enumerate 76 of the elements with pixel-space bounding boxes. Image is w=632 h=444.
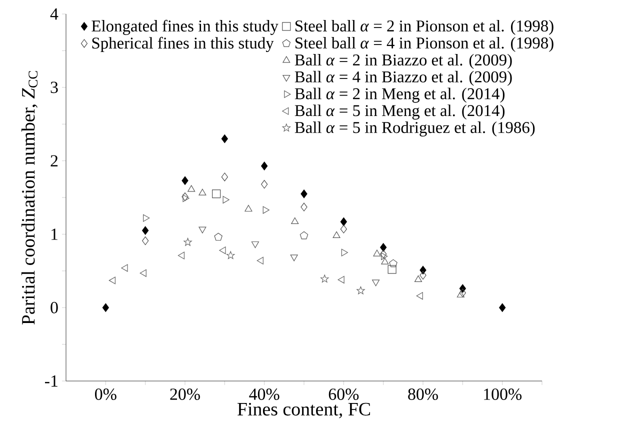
point bbox=[143, 214, 150, 222]
point bbox=[388, 265, 396, 274]
point bbox=[142, 226, 149, 235]
point bbox=[121, 264, 128, 272]
point bbox=[332, 231, 340, 238]
legend-label: Ball α = 4 in Biazzo et al. (2009) bbox=[294, 70, 512, 86]
point bbox=[221, 172, 228, 182]
point bbox=[373, 250, 381, 256]
point bbox=[420, 271, 426, 280]
x-axis-title: Fines content, FC bbox=[238, 402, 370, 418]
x-tick-label: 60% bbox=[328, 388, 359, 400]
point bbox=[420, 266, 426, 274]
point bbox=[416, 292, 423, 300]
point bbox=[184, 238, 192, 246]
point bbox=[261, 180, 268, 189]
legend-label: Spherical fines in this study bbox=[92, 36, 274, 52]
legend-label: Ball α = 5 in Meng et al. (2014) bbox=[294, 104, 505, 120]
legend-label: Elongated fines in this study bbox=[92, 20, 278, 35]
point bbox=[244, 204, 252, 212]
point bbox=[291, 217, 299, 224]
point bbox=[256, 256, 264, 264]
y-tick-label: 2 bbox=[50, 155, 58, 166]
point bbox=[380, 250, 387, 258]
point bbox=[380, 243, 387, 252]
point bbox=[182, 176, 188, 185]
point bbox=[226, 251, 235, 260]
point bbox=[261, 162, 268, 170]
y-axis-title: Paritial coordination number, Z$_{CC}$ bbox=[21, 71, 38, 325]
legend-label: Steel ball α = 2 in Pionson et al. (1998) bbox=[295, 20, 554, 35]
x-tick-label: 40% bbox=[249, 388, 280, 400]
point bbox=[372, 280, 380, 286]
x-tick-label: 100% bbox=[484, 388, 522, 400]
y-tick-label: 4 bbox=[50, 8, 58, 20]
point bbox=[456, 290, 464, 298]
point bbox=[219, 246, 226, 254]
legend-label: Steel ball α = 4 in Pionson et al. (1998) bbox=[295, 37, 554, 52]
y-tick-label: -1 bbox=[44, 375, 58, 387]
point bbox=[142, 236, 149, 246]
point bbox=[188, 185, 196, 192]
x-tick-label: 80% bbox=[408, 388, 438, 400]
point bbox=[320, 274, 329, 283]
point bbox=[198, 226, 206, 234]
x-tick-label: 20% bbox=[170, 388, 200, 400]
point bbox=[290, 254, 298, 262]
point bbox=[381, 252, 388, 260]
point bbox=[340, 224, 347, 234]
point bbox=[389, 259, 398, 268]
point bbox=[198, 188, 206, 196]
point bbox=[300, 190, 308, 198]
point bbox=[214, 232, 222, 241]
y-tick-label: 1 bbox=[51, 228, 58, 240]
point bbox=[108, 276, 116, 284]
x-tick-label: 0% bbox=[95, 388, 116, 400]
point bbox=[300, 202, 308, 212]
point bbox=[499, 303, 506, 312]
point bbox=[381, 258, 389, 264]
point bbox=[140, 269, 146, 277]
point bbox=[102, 303, 109, 312]
point bbox=[338, 276, 344, 284]
point bbox=[459, 288, 466, 298]
point bbox=[178, 252, 185, 260]
point bbox=[251, 241, 259, 248]
y-tick-label: 3 bbox=[50, 82, 58, 94]
point bbox=[340, 217, 347, 226]
legend-label: Ball α = 5 in Rodriguez et al. (1986) bbox=[294, 122, 535, 136]
point bbox=[356, 286, 365, 294]
point bbox=[262, 206, 270, 214]
point bbox=[222, 196, 230, 204]
legend-label: Ball α = 2 in Biazzo et al. (2009) bbox=[294, 54, 512, 69]
y-tick-label: 0 bbox=[50, 302, 58, 314]
legend-label: Ball α = 2 in Meng et al. (2014) bbox=[294, 88, 505, 103]
point bbox=[341, 248, 348, 256]
point bbox=[300, 231, 308, 240]
point bbox=[212, 190, 221, 198]
point bbox=[414, 275, 422, 282]
point bbox=[221, 134, 228, 144]
